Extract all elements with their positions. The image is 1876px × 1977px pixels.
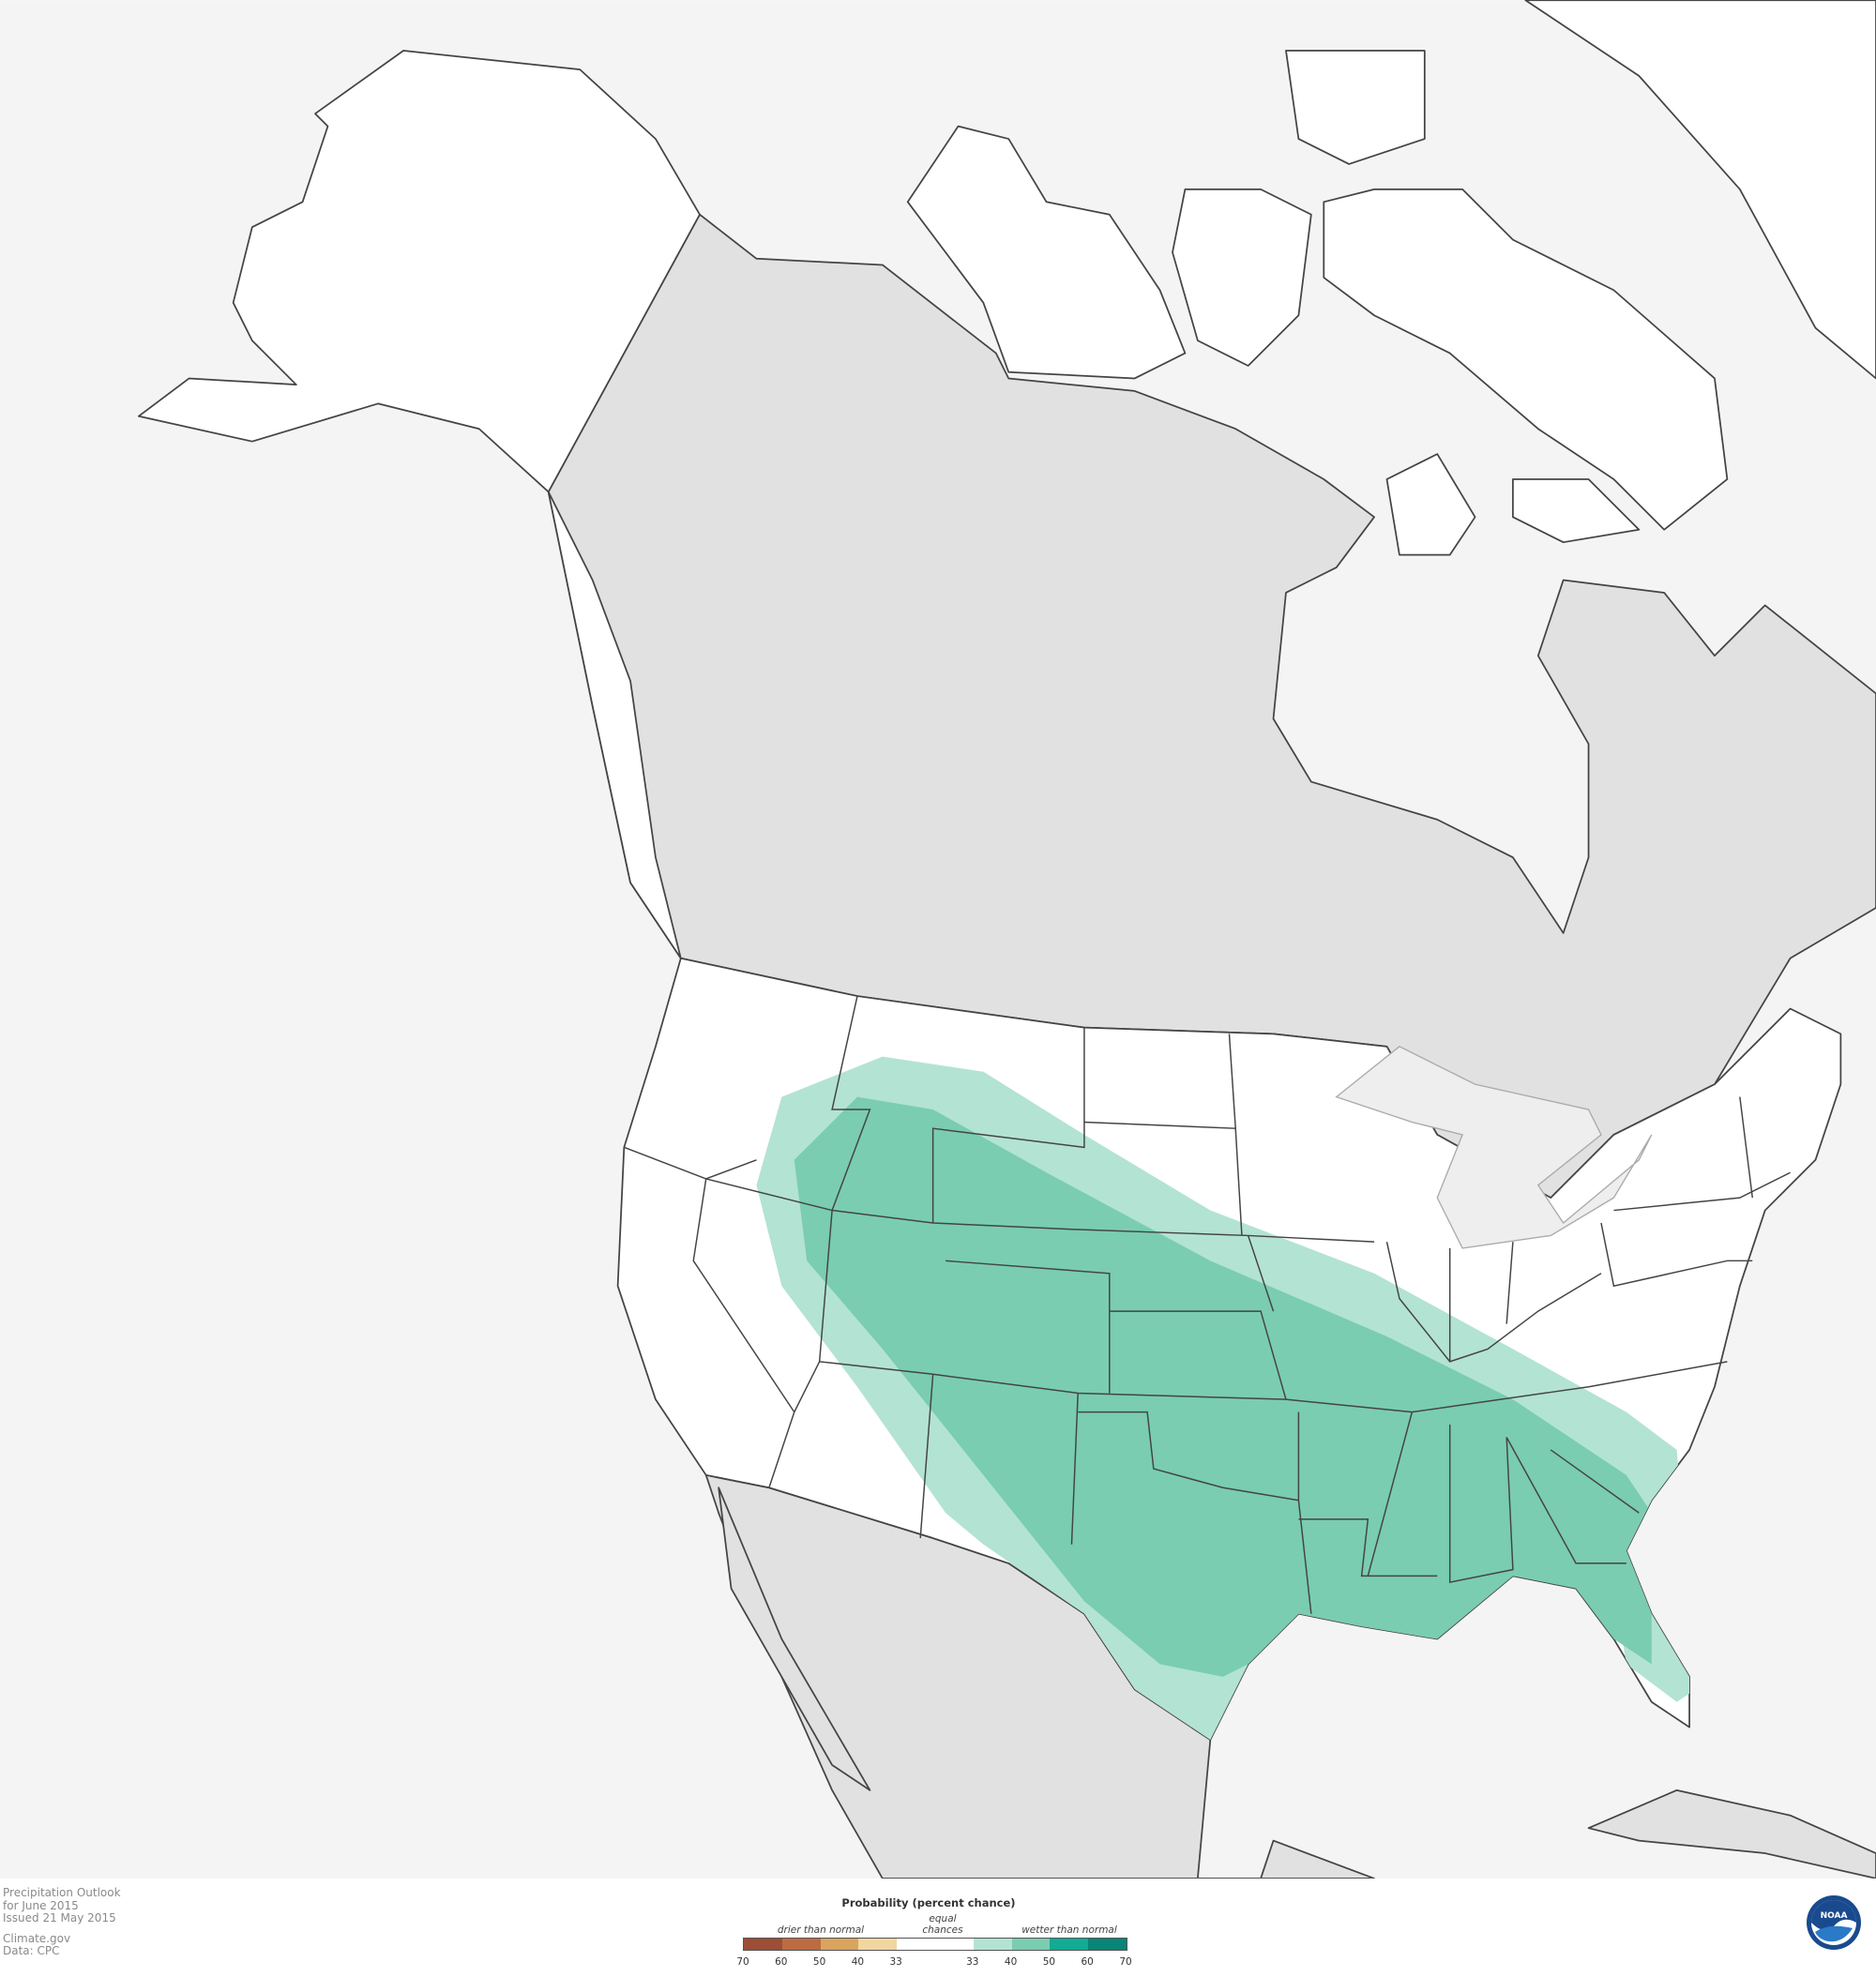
legend-swatch <box>1088 1939 1127 1950</box>
map-info: Precipitation Outlook for June 2015 Issu… <box>3 1886 121 1958</box>
baja-california <box>718 1487 871 1791</box>
map-period: for June 2015 <box>3 1898 79 1912</box>
legend-tick: 33 <box>889 1956 902 1968</box>
canadian-arctic-island <box>1172 188 1312 367</box>
greenland <box>1524 0 1876 380</box>
legend-swatch <box>781 1939 821 1950</box>
canadian-arctic-island <box>1512 478 1641 544</box>
noaa-logo: NOAA <box>1807 1895 1861 1950</box>
canadian-arctic-island <box>906 125 1187 380</box>
source-credit: Climate.gov <box>3 1931 71 1945</box>
legend-tick: 33 <box>966 1956 979 1968</box>
state-borders <box>624 995 1791 1614</box>
legend-tick: 60 <box>775 1956 788 1968</box>
legend-tick: 70 <box>736 1956 749 1968</box>
legend-tick: 40 <box>1004 1956 1018 1968</box>
equal-label-1: equal <box>929 1913 957 1924</box>
great-lakes <box>1335 1046 1653 1249</box>
legend-tick: 60 <box>1081 1956 1094 1968</box>
legend-tick: 70 <box>1119 1956 1132 1968</box>
equal-label-2: chances <box>922 1924 963 1936</box>
legend-swatch <box>858 1939 898 1950</box>
legend-tick: 50 <box>812 1956 826 1968</box>
legend-tick: 40 <box>851 1956 865 1968</box>
map-title: Precipitation Outlook <box>3 1886 121 1899</box>
legend-tick: 50 <box>1042 1956 1056 1968</box>
alaska-panhandle <box>547 490 682 959</box>
footer-background <box>0 1878 1876 1977</box>
svg-text:NOAA: NOAA <box>1821 1911 1848 1921</box>
legend-swatch <box>973 1939 1012 1950</box>
legend-swatch <box>744 1939 782 1950</box>
data-credit: Data: CPC <box>3 1944 60 1957</box>
canadian-arctic-island <box>1385 453 1476 556</box>
probability-legend: Probability (percent chance) drier than … <box>722 1885 1135 1977</box>
outlook-area-40-50 <box>794 1096 1652 1677</box>
legend-title: Probability (percent chance) <box>841 1896 1016 1909</box>
legend-swatch <box>1050 1939 1089 1950</box>
wetter-label: wetter than normal <box>1021 1924 1117 1936</box>
cuba <box>1587 1788 1876 1879</box>
alaska <box>137 50 701 493</box>
legend-swatch <box>820 1939 859 1950</box>
canadian-arctic-island <box>1323 188 1729 531</box>
legend-color-bar <box>743 1938 1127 1951</box>
legend-swatch <box>1011 1939 1051 1950</box>
issued-date: Issued 21 May 2015 <box>3 1911 116 1924</box>
legend-swatch <box>897 1939 974 1950</box>
canadian-arctic-island <box>1285 50 1426 165</box>
drier-label: drier than normal <box>777 1924 865 1936</box>
